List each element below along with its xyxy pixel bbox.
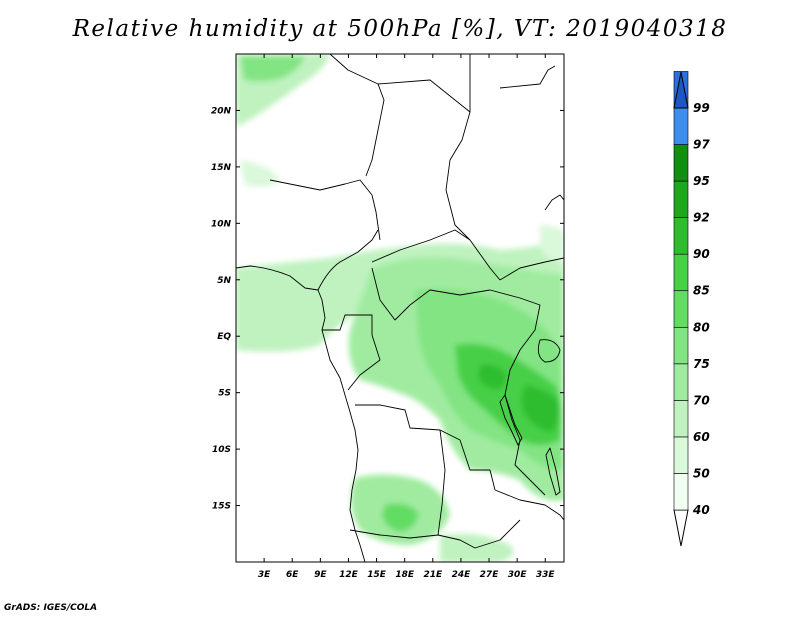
longitude-axis: 3E 6E 9E 12E 15E 18E 21E 24E 27E 30E 33E (258, 54, 556, 580)
lon-label: 18E (395, 570, 415, 580)
colorbar-label: 60 (693, 430, 710, 444)
colorbar-bin (673, 107, 689, 145)
border-drc-east (504, 304, 546, 496)
lon-label: 3E (258, 570, 271, 580)
lat-label: 10N (211, 219, 232, 229)
colorbar-label: 95 (693, 174, 710, 188)
lat-label: 20N (211, 106, 232, 116)
colorbar-label: 85 (693, 284, 710, 298)
colorbar-bin (673, 217, 689, 255)
latitude-axis: 20N 15N 10N 5N EQ 5S 10S 15S (211, 106, 564, 512)
colorbar-label: 70 (693, 393, 710, 407)
colorbar-bin-top (673, 71, 689, 109)
humidity-area-south-sudan (540, 225, 564, 262)
colorbar-bin (673, 180, 689, 218)
chart-title: Relative humidity at 500hPa [%], VT: 201… (72, 16, 728, 42)
colorbar-bin (673, 436, 689, 474)
colorbar-label: 97 (693, 138, 710, 152)
lat-label: EQ (217, 332, 231, 342)
lon-label: 9E (314, 570, 327, 580)
lon-label: 27E (480, 570, 500, 580)
border-libya-chad (329, 54, 385, 177)
lat-label: 15N (211, 163, 232, 173)
colorbar-bin (673, 400, 689, 438)
border-south-sudan (499, 257, 564, 281)
border-angola-zambia (437, 429, 446, 536)
lon-label: 21E (423, 570, 443, 580)
lon-label: 6E (286, 570, 299, 580)
humidity-area-angola-core (382, 503, 418, 532)
border-gabon (322, 314, 381, 391)
border-niger-chad (269, 179, 381, 241)
coastline-red-sea (499, 65, 556, 89)
map-frame (235, 53, 565, 563)
lat-label: 5S (218, 389, 231, 399)
colorbar-label: 80 (693, 320, 710, 334)
humidity-area-rwanda-peak (478, 364, 506, 390)
border-nigeria-cameroon (317, 229, 379, 291)
country-boundaries (236, 54, 564, 562)
colorbar-bin (673, 326, 689, 365)
colorbar-label: 50 (693, 466, 710, 480)
lon-label: 24E (452, 570, 472, 580)
colorbar-label: 40 (692, 503, 710, 517)
colorbar-label: 99 (693, 101, 710, 115)
lon-label: 33E (536, 570, 556, 580)
lake-tanganyika (499, 394, 523, 446)
lake-victoria (537, 339, 561, 363)
border-ethiopia (544, 194, 564, 211)
colorbar: 40 50 60 70 75 80 85 90 92 95 97 99 (673, 71, 710, 547)
credit-text: GrADS: IGES/COLA (4, 603, 98, 613)
border-chad-car (371, 229, 501, 281)
lat-label: 5N (217, 276, 231, 286)
coastline-gulf-of-guinea (236, 265, 366, 562)
colorbar-label: 90 (693, 247, 710, 261)
border-sudan-egypt (377, 54, 471, 113)
lon-label: 12E (339, 570, 359, 580)
border-sudan-chad (445, 111, 471, 241)
border-namibia (349, 519, 521, 549)
border-zambia-mozambique (494, 489, 564, 521)
colorbar-bin (673, 363, 689, 401)
lat-label: 10S (212, 445, 231, 455)
colorbar-bin (673, 144, 689, 182)
colorbar-bin (673, 253, 689, 292)
colorbar-label: 75 (693, 357, 710, 371)
colorbar-bin (673, 473, 689, 511)
humidity-area-sahara-core (240, 56, 305, 82)
colorbar-label: 92 (693, 211, 710, 225)
lat-label: 15S (212, 502, 231, 512)
humidity-area-great-lakes-peak (521, 385, 560, 432)
lake-malawi (545, 447, 561, 496)
lon-label: 15E (367, 570, 387, 580)
colorbar-bin-below (673, 509, 689, 547)
humidity-shading (236, 54, 564, 562)
lon-label: 30E (508, 570, 528, 580)
border-drc-north (371, 267, 541, 321)
colorbar-bin (673, 290, 689, 328)
